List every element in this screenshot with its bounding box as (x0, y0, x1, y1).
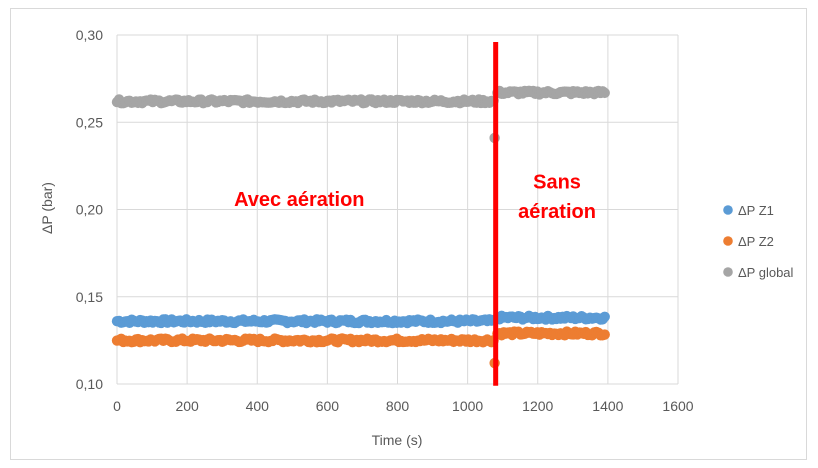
data-point (599, 87, 610, 99)
series-1 (111, 310, 610, 329)
data-point (599, 311, 610, 322)
y-tick-label: 0,25 (76, 114, 103, 130)
data-point (599, 329, 610, 340)
x-tick-label: 200 (175, 398, 199, 414)
annotation-text: aération (518, 201, 596, 223)
series-3 (111, 85, 610, 144)
annotation-text: Avec aération (234, 189, 364, 211)
annotations: Avec aération Sans aération (234, 41, 596, 386)
legend-label: ΔP Z1 (738, 203, 774, 218)
x-tick-label: 1000 (452, 398, 483, 414)
legend-marker (723, 236, 733, 246)
x-tick-label: 1200 (522, 398, 553, 414)
y-tick-label: 0,10 (76, 376, 103, 392)
chart-frame (10, 8, 807, 460)
data-points (111, 85, 610, 369)
legend-marker (723, 267, 733, 277)
tick-labels: 0 200 400 600 800 1000 1200 1400 1600 0,10 0,15 0,2… (76, 27, 694, 414)
y-tick-label: 0,20 (76, 202, 103, 218)
x-tick-label: 800 (386, 398, 410, 414)
x-tick-label: 400 (246, 398, 270, 414)
series-2 (111, 326, 610, 369)
legend-label: ΔP Z2 (738, 234, 774, 249)
legend: ΔP Z1 ΔP Z2 ΔP global (723, 203, 794, 280)
y-axis-title: ΔP (bar) (39, 182, 55, 234)
legend-marker (723, 205, 733, 215)
y-tick-label: 0,15 (76, 289, 103, 305)
y-tick-label: 0,30 (76, 27, 103, 43)
x-tick-label: 1400 (592, 398, 623, 414)
annotation-text: Sans (533, 172, 581, 194)
x-tick-label: 1600 (662, 398, 693, 414)
x-tick-label: 600 (316, 398, 340, 414)
x-tick-label: 0 (113, 398, 121, 414)
legend-label: ΔP global (738, 265, 794, 280)
x-axis-title: Time (s) (372, 432, 423, 448)
